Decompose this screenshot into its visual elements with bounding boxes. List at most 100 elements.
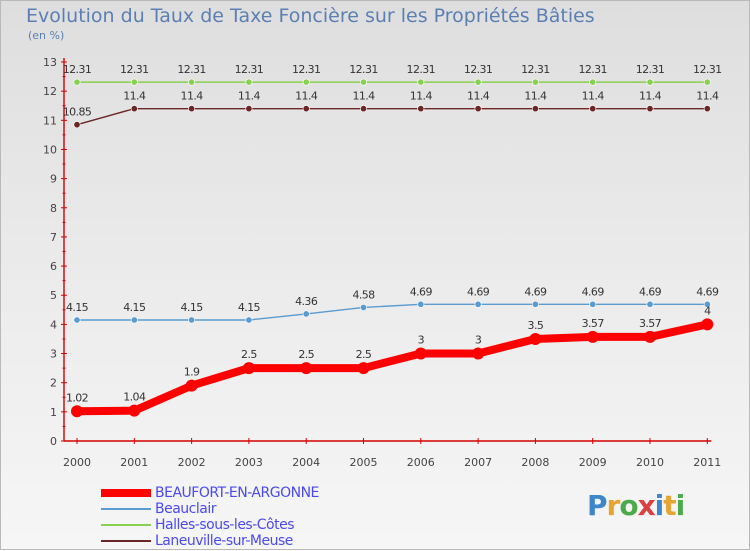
data-point [185, 379, 198, 392]
y-tick-label: 11 [43, 114, 57, 127]
data-point [701, 318, 714, 331]
legend-label-halles: Halles-sous-les-Côtes [155, 517, 295, 533]
data-point [73, 121, 81, 129]
proxiti-logo: Proxiti [587, 489, 685, 522]
legend: BEAUFORT-EN-ARGONNE Beauclair Halles-sou… [101, 485, 319, 549]
data-point [531, 105, 539, 113]
data-label: 11.4 [410, 90, 433, 103]
y-tick-label: 5 [50, 289, 57, 302]
y-tick-label: 4 [50, 318, 57, 331]
y-tick-label: 13 [43, 56, 57, 69]
data-label: 12.31 [177, 63, 206, 76]
x-tick-label: 2011 [693, 456, 721, 469]
data-label: 3.57 [639, 317, 662, 330]
y-tick-label: 1 [50, 406, 57, 419]
x-tick-label: 2001 [120, 456, 148, 469]
x-tick-label: 2007 [464, 456, 492, 469]
x-tick-label: 2002 [178, 456, 206, 469]
y-tick-label: 2 [50, 377, 57, 390]
y-tick-label: 6 [50, 260, 57, 273]
y-tick-label: 8 [50, 202, 57, 215]
data-label: 4.15 [123, 301, 146, 314]
data-point [474, 300, 482, 308]
x-tick-label: 2000 [63, 456, 91, 469]
series-line [76, 303, 708, 321]
series-0: 1.02 1.04 1.9 2.5 2.5 2.5 3 3 3.5 3.57 3.57 4 [66, 304, 714, 418]
legend-label-beauclair: Beauclair [155, 501, 216, 517]
data-point [417, 300, 425, 308]
x-tick-label: 2003 [235, 456, 263, 469]
y-tick-label: 10 [43, 143, 57, 156]
data-label: 1.04 [123, 391, 146, 404]
data-point [73, 78, 81, 86]
data-point [359, 78, 367, 86]
legend-swatch-laneuville [101, 540, 151, 542]
data-label: 4.36 [295, 295, 318, 308]
data-label: 2.5 [241, 348, 257, 361]
data-point [586, 330, 599, 343]
x-tick-label: 2010 [636, 456, 664, 469]
data-label: 11.4 [582, 90, 605, 103]
data-point [130, 105, 138, 113]
data-point [417, 105, 425, 113]
data-point [300, 362, 313, 375]
data-label: 3.5 [528, 319, 544, 332]
x-tick-label: 2008 [521, 456, 549, 469]
data-point [302, 78, 310, 86]
y-tick-label: 7 [50, 231, 57, 244]
data-point [188, 316, 196, 324]
data-label: 11.4 [181, 90, 204, 103]
data-label: 11.4 [696, 90, 719, 103]
data-label: 4.58 [352, 288, 375, 301]
data-label: 12.31 [292, 63, 321, 76]
data-point [359, 303, 367, 311]
legend-item-beaufort: BEAUFORT-EN-ARGONNE [101, 485, 319, 501]
data-point [302, 105, 310, 113]
data-point [589, 300, 597, 308]
data-label: 12.31 [63, 63, 92, 76]
data-point [73, 316, 81, 324]
legend-swatch-halles [101, 524, 151, 526]
data-point [245, 78, 253, 86]
data-label: 12.31 [464, 63, 493, 76]
data-label: 3.57 [582, 317, 605, 330]
legend-item-halles: Halles-sous-les-Côtes [101, 517, 319, 533]
legend-label-laneuville: Laneuville-sur-Meuse [155, 533, 293, 549]
data-point [188, 105, 196, 113]
data-label: 4.69 [467, 285, 490, 298]
data-point [589, 78, 597, 86]
data-label: 12.31 [636, 63, 665, 76]
legend-item-beauclair: Beauclair [101, 501, 319, 517]
x-tick-label: 2006 [407, 456, 435, 469]
chart-subtitle: (en %) [28, 29, 65, 42]
data-point [646, 300, 654, 308]
data-label: 12.31 [693, 63, 722, 76]
x-tick-label: 2009 [579, 456, 607, 469]
data-point [357, 362, 370, 375]
data-point [417, 78, 425, 86]
data-label: 4.69 [582, 285, 605, 298]
data-point [529, 332, 542, 345]
data-label: 2.5 [298, 348, 314, 361]
data-label: 10.85 [63, 106, 92, 119]
data-label: 12.31 [120, 63, 149, 76]
data-label: 11.4 [467, 90, 490, 103]
data-label: 3 [475, 334, 482, 347]
data-label: 4.69 [696, 285, 719, 298]
data-point [128, 404, 141, 417]
x-tick-label: 2004 [292, 456, 320, 469]
legend-label-beaufort: BEAUFORT-EN-ARGONNE [155, 485, 319, 501]
data-point [130, 78, 138, 86]
data-label: 4.69 [639, 285, 662, 298]
data-point [71, 405, 83, 418]
data-label: 11.4 [524, 90, 547, 103]
data-label: 1.02 [66, 391, 88, 404]
data-point [646, 105, 654, 113]
data-label: 11.4 [639, 90, 662, 103]
data-label: 4.69 [524, 285, 547, 298]
series-2: 12.31 12.31 12.31 12.31 12.31 12.31 12.31 12.31… [63, 63, 722, 86]
data-label: 11.4 [123, 90, 146, 103]
y-tick-label: 12 [43, 85, 57, 98]
chart-title: Evolution du Taux de Taxe Foncière sur l… [26, 5, 595, 27]
data-label: 4 [704, 304, 711, 317]
